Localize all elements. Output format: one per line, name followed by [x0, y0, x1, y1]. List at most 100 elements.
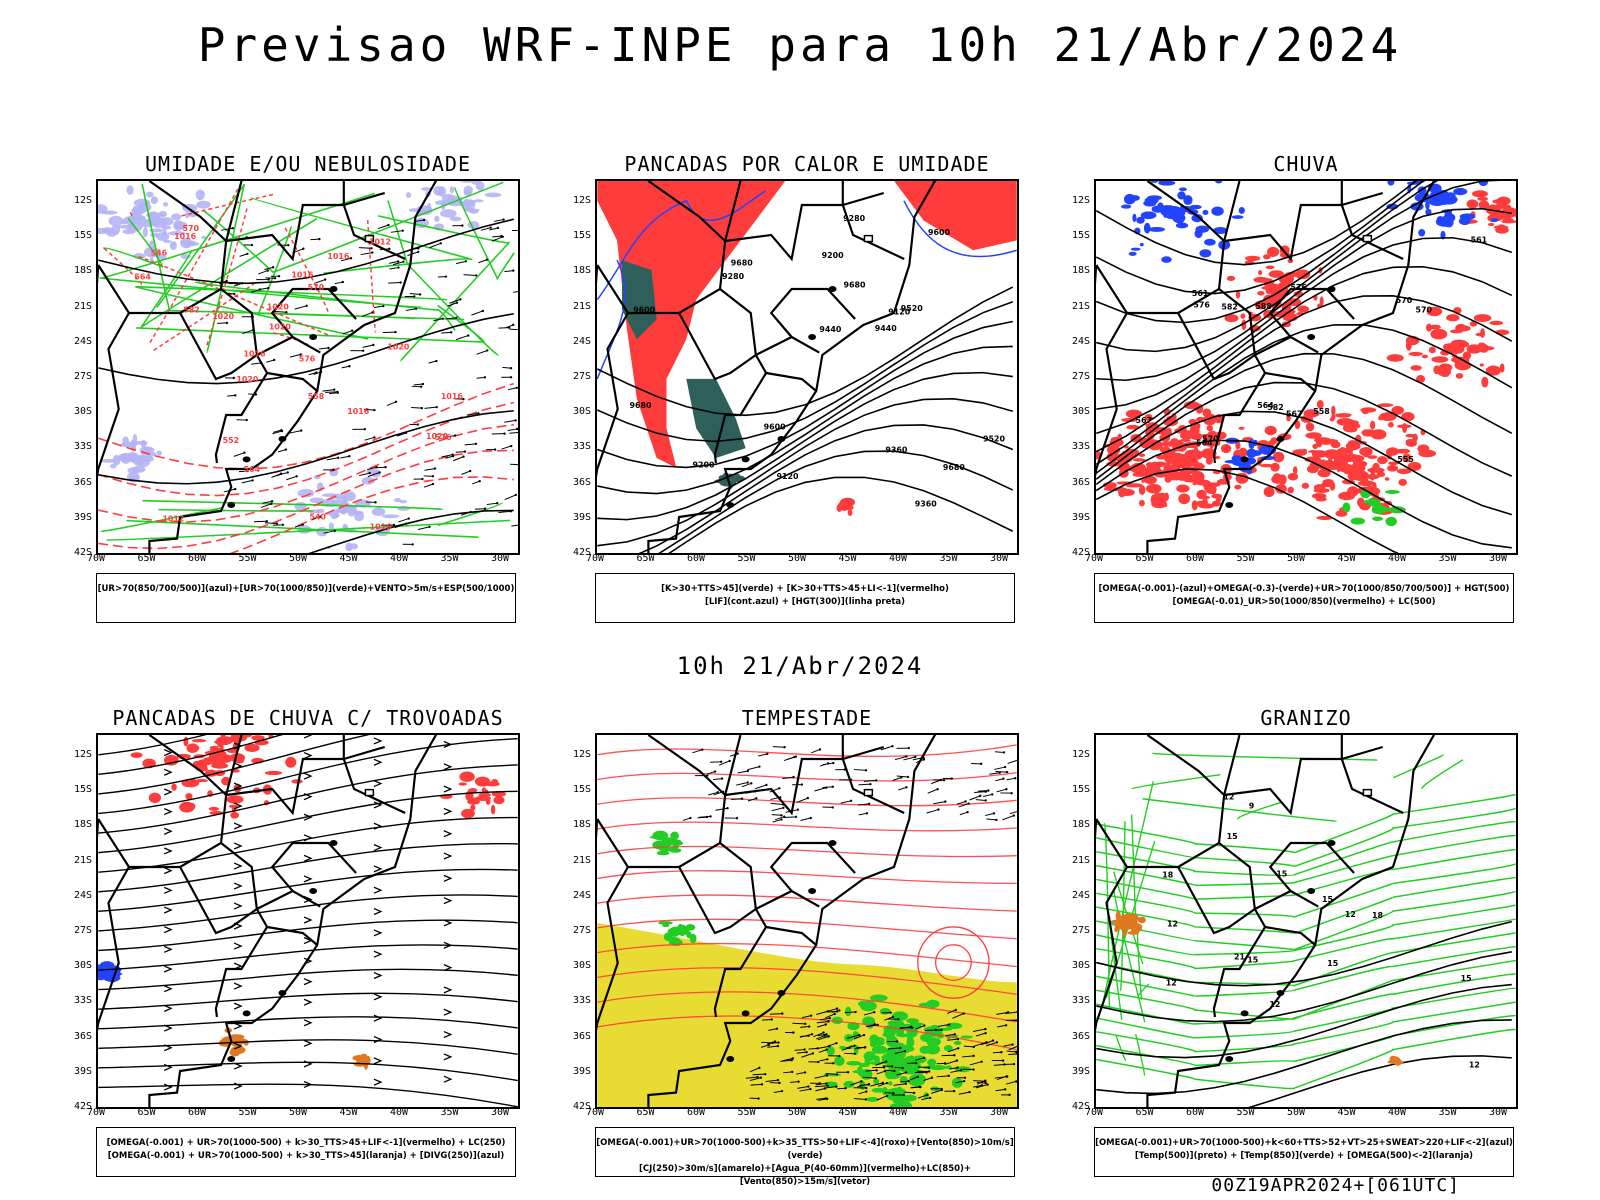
contour-label: 15 — [1322, 895, 1333, 904]
legend-line: [LIF](cont.azul) + [HGT(300)](linha pret… — [704, 597, 906, 607]
contour-label: 1016 — [244, 350, 267, 359]
contour-label: 1020 — [387, 343, 410, 352]
lon-tick-label: 35W — [440, 553, 459, 564]
humidity-fill — [98, 181, 502, 552]
legend-line: [OMEGA(-0.001) + UR>70(1000-500) + k>30_… — [106, 1138, 506, 1148]
contour-label: 576 — [435, 433, 452, 442]
lat-tick-label: 39S — [572, 511, 591, 523]
lat-tick-label: 39S — [572, 1065, 591, 1077]
contour-label: 582 — [183, 306, 200, 315]
panel-title: PANCADAS POR CALOR E UMIDADE — [624, 152, 990, 176]
lon-tick-label: 55W — [238, 553, 257, 564]
lon-tick-label: 70W — [86, 553, 106, 564]
lat-tick-label: 36S — [1071, 476, 1090, 488]
lat-tick-label: 21S — [1071, 300, 1090, 312]
country-borders — [98, 181, 438, 553]
lat-tick-label: 36S — [572, 1030, 591, 1042]
lat-tick-label: 27S — [572, 371, 591, 382]
lon-tick-label: 40W — [888, 553, 908, 564]
lat-tick-label: 18S — [73, 819, 92, 831]
lat-tick-label: 21S — [73, 300, 92, 312]
lon-tick-label: 45W — [1337, 1107, 1356, 1118]
legend-line: [OMEGA(-0.001)+UR>70(1000-500)+k<60+TTS>… — [1095, 1138, 1513, 1148]
contour-label: 558 — [1313, 407, 1330, 416]
lon-tick-label: 40W — [1387, 553, 1407, 564]
lon-tick-label: 45W — [838, 553, 857, 564]
contour-label: 1016 — [174, 232, 197, 241]
lat-tick-label: 15S — [73, 230, 92, 242]
lat-tick-label: 21S — [572, 300, 591, 312]
lon-tick-label: 60W — [1185, 553, 1205, 564]
lat-tick-label: 33S — [572, 995, 591, 1007]
rain-fill — [1096, 181, 1516, 527]
lon-tick-label: 55W — [737, 1107, 756, 1118]
contour-label: 1016 — [291, 271, 314, 280]
map-plot: 588 582 582 576 570 576 570 567 564 561 558 570 567 5… — [1096, 181, 1516, 553]
contour-label: 1016 — [441, 392, 464, 401]
lon-tick-label: 65W — [137, 1107, 156, 1118]
map-plot: 15 12 15 12 12 12 9 12 15 15 15 12 18 15 18 21 — [1096, 735, 1516, 1107]
contour-label: 570 — [308, 283, 325, 292]
contour-label: 12 — [1269, 1000, 1280, 1009]
lat-tick-label: 15S — [1071, 230, 1090, 242]
lat-tick-label: 30S — [572, 406, 591, 418]
legend-box: [OMEGA(-0.001)+UR>70(1000-500)+k<60+TTS>… — [1094, 1127, 1514, 1177]
contour-label: 9520 — [983, 435, 1006, 444]
map-frame — [96, 733, 520, 1109]
contour-label: 9680 — [943, 463, 966, 472]
contour-labels: 9680 9680 9680 9680 9600 9600 9520 9600 9520 9440… — [629, 214, 1005, 509]
map-frame — [595, 733, 1019, 1109]
lon-tick-label: 50W — [1286, 1107, 1306, 1118]
contour-label: 15 — [1227, 832, 1238, 841]
contour-label: 9600 — [928, 228, 951, 237]
lat-tick-label: 27S — [1071, 925, 1090, 936]
lon-tick-label: 40W — [389, 553, 409, 564]
lon-tick-label: 35W — [1438, 1107, 1457, 1118]
lat-tick-label: 18S — [1071, 819, 1090, 831]
contour-label: 1020 — [267, 302, 290, 311]
wind-vectors — [682, 744, 1017, 823]
contour-label: 576 — [1193, 301, 1210, 310]
lon-tick-label: 65W — [137, 553, 156, 564]
lat-tick-label: 27S — [572, 925, 591, 936]
lon-tick-label: 30W — [1488, 1107, 1508, 1118]
lat-tick-label: 33S — [1071, 995, 1090, 1007]
contour-label: 582 — [1267, 403, 1284, 412]
contour-label: 1016 — [370, 522, 393, 531]
lat-tick-label: 24S — [572, 335, 591, 347]
contour-label: 9600 — [633, 306, 656, 315]
lon-tick-label: 45W — [838, 1107, 857, 1118]
legend-line: [Temp(500)](preto) + [Temp(850)](verde) … — [1134, 1151, 1474, 1161]
lat-tick-label: 36S — [1071, 1030, 1090, 1042]
lon-tick-label: 35W — [1438, 553, 1457, 564]
lat-tick-label: 12S — [572, 749, 591, 760]
lat-tick-label: 24S — [73, 889, 92, 901]
lat-tick-label: 24S — [1071, 335, 1090, 347]
lon-tick-label: 60W — [1185, 1107, 1205, 1118]
map-plot: 9680 9680 9680 9680 9600 9600 9520 9600 9520 9440… — [597, 181, 1017, 553]
lon-tick-label: 60W — [686, 1107, 706, 1118]
contour-label: 9440 — [875, 324, 898, 333]
lon-tick-label: 40W — [1387, 1107, 1407, 1118]
run-info: 00Z19APR2024+[061UTC] — [1211, 1175, 1460, 1196]
wind-vectors — [745, 1007, 1017, 1101]
lon-tick-label: 55W — [1236, 1107, 1255, 1118]
contour-label: 1020 — [212, 312, 235, 321]
legend-box: [OMEGA(-0.001) + UR>70(1000-500) + k>30_… — [96, 1127, 516, 1177]
lon-tick-label: 65W — [1135, 1107, 1154, 1118]
contour-label: 570 — [1396, 296, 1413, 305]
contour-label: 552 — [223, 436, 240, 445]
contour-label: 9200 — [693, 460, 716, 469]
lat-tick-label: 30S — [73, 960, 92, 972]
lat-tick-label: 36S — [73, 1030, 92, 1042]
lat-tick-label: 12S — [572, 195, 591, 206]
panel-title: GRANIZO — [1260, 706, 1352, 730]
lon-tick-label: 30W — [989, 553, 1009, 564]
contour-label: 555 — [1397, 455, 1414, 464]
lat-tick-label: 33S — [73, 441, 92, 453]
lat-tick-label: 12S — [1071, 195, 1090, 206]
country-borders — [98, 735, 438, 1107]
lon-tick-label: 65W — [636, 553, 655, 564]
panel-title: UMIDADE E/OU NEBULOSIDADE — [144, 152, 472, 176]
contour-label: 9280 — [722, 272, 745, 281]
